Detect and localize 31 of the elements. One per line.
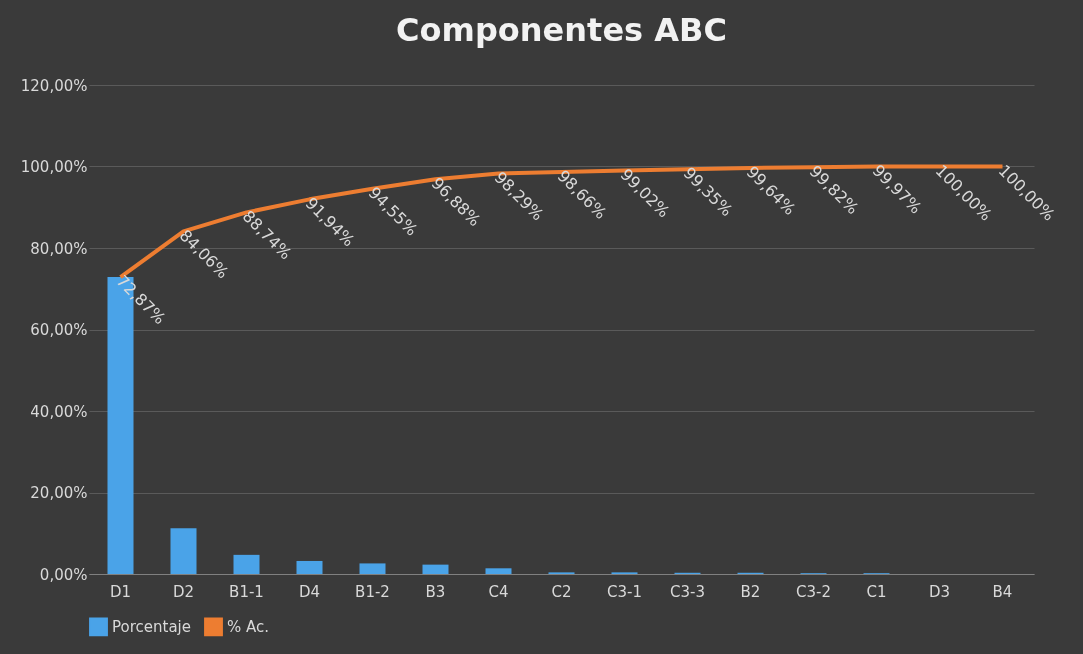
bar [359, 563, 386, 574]
x-tick-label: D1 [109, 582, 132, 601]
x-tick-label: D2 [172, 582, 195, 601]
x-tick-label: B1-2 [355, 582, 390, 601]
bar [233, 554, 260, 574]
x-tick-label: D4 [298, 582, 321, 601]
x-tick-label: B3 [425, 582, 446, 601]
x-tick-label: C2 [551, 582, 572, 601]
x-tick-label: C3-2 [796, 582, 831, 601]
y-tick-label: 40,00% [30, 402, 88, 421]
bar [170, 528, 197, 574]
y-tick-label: 0,00% [39, 565, 88, 584]
x-tick-label: D3 [928, 582, 951, 601]
bar [296, 560, 323, 574]
y-tick-label: 120,00% [20, 76, 88, 95]
y-tick-label: 20,00% [30, 484, 88, 502]
x-tick-label: C4 [488, 582, 509, 601]
legend-label: Porcentaje [112, 617, 191, 636]
y-tick-label: 100,00% [20, 158, 88, 176]
x-tick-label: B2 [740, 582, 761, 601]
y-tick-label: 60,00% [30, 321, 88, 339]
bar [422, 564, 449, 574]
y-tick-label: 80,00% [30, 239, 88, 258]
x-tick-label: C3-1 [607, 582, 642, 601]
x-tick-label: C3-3 [670, 582, 705, 601]
bar [485, 568, 512, 574]
legend-label: % Ac. [227, 617, 270, 636]
x-tick-label: B4 [992, 582, 1013, 601]
x-tick-label: C1 [866, 582, 887, 601]
x-tick-label: B1-1 [229, 582, 264, 601]
chart-title: Componentes ABC [396, 11, 727, 49]
